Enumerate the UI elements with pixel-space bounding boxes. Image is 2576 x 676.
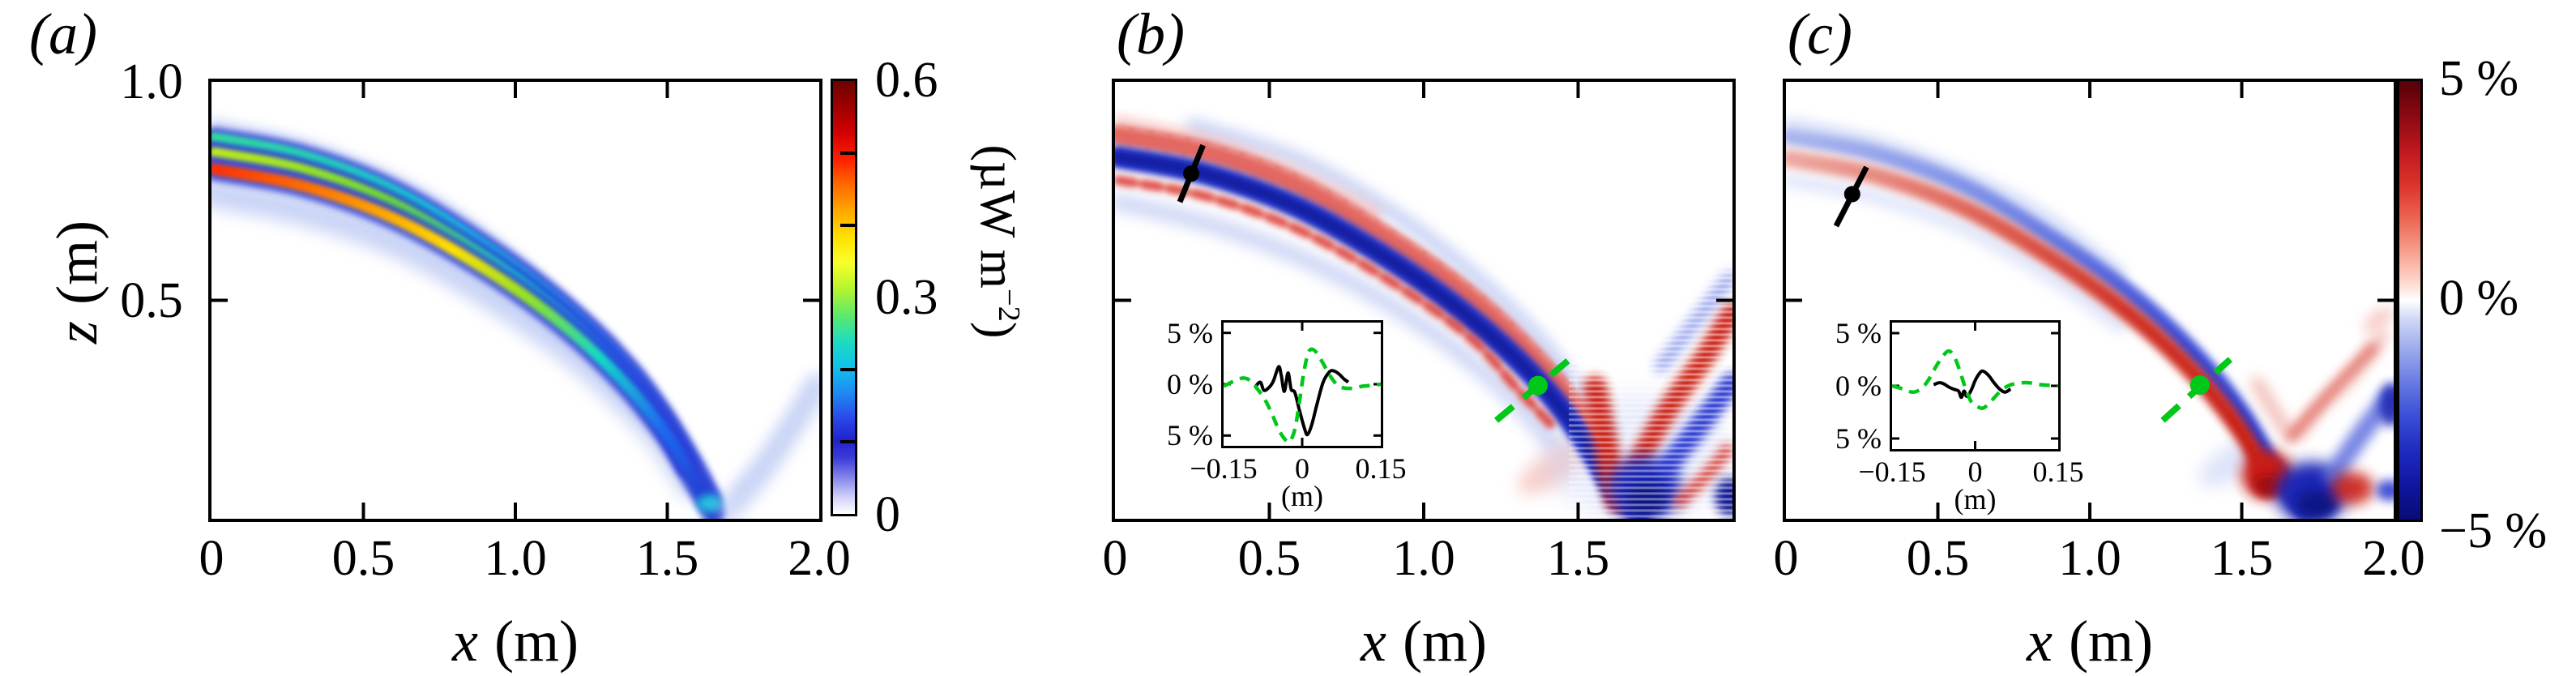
beam-band xyxy=(1673,438,1732,508)
x-tick-label: 0.5 xyxy=(1237,531,1301,586)
ripple-texture xyxy=(1569,265,1732,518)
black-cross-section-marker-dot xyxy=(1183,165,1200,182)
inset-x-tick-label: 0 xyxy=(1967,456,1983,488)
beam-blob xyxy=(1715,477,1732,516)
beam-band xyxy=(730,372,819,499)
colorbar-minor-tick xyxy=(840,368,855,372)
beam-band xyxy=(1115,125,1614,470)
beam-band xyxy=(1115,194,1561,453)
panel-b-label: (b) xyxy=(1117,2,1185,66)
x-tick-label: 0.5 xyxy=(331,531,395,586)
beam-blob xyxy=(2296,490,2336,519)
inset-y-tick-label: 0 % xyxy=(1835,370,1882,402)
beam-band xyxy=(1115,152,1645,519)
beam-band xyxy=(1115,175,1558,432)
inset-b-profiles xyxy=(1224,323,1381,446)
colorbar-tick-label: 0.6 xyxy=(875,53,938,108)
beam-band xyxy=(1185,118,1617,443)
panel-c-heatmap xyxy=(1786,82,2394,519)
x-tick-label: 1.0 xyxy=(1392,531,1455,586)
x-tick-label: 2.0 xyxy=(788,531,851,586)
green-cross-section-marker-dot xyxy=(2189,375,2210,396)
beam-band xyxy=(1654,271,1732,374)
green-cross-section-marker-dot xyxy=(1528,375,1548,396)
colorbar-minor-tick xyxy=(840,439,855,443)
x-tick-label: 0 xyxy=(1773,531,1799,586)
x-tick-label: 0.5 xyxy=(1906,531,1970,586)
x-tick-label: 1.0 xyxy=(484,531,547,586)
panel-a-plot-area xyxy=(208,79,822,522)
inset-plot-c xyxy=(1890,320,2061,451)
x-tick-label: 1.5 xyxy=(1546,531,1610,586)
panel-c-label: (c) xyxy=(1788,2,1852,66)
inset-c-profiles xyxy=(1892,323,2058,449)
beam-band xyxy=(1786,127,2313,519)
panel-c-plot-area xyxy=(1783,79,2397,522)
inset-green-dashed-profile xyxy=(1224,347,1381,444)
beam-band xyxy=(1115,115,1382,218)
panel-a-label: (a) xyxy=(29,2,97,66)
colorbar-tick-label: 0.3 xyxy=(875,270,938,325)
beam-blob xyxy=(2376,480,2394,501)
inset-x-tick-label: 0.15 xyxy=(2032,456,2084,488)
beam-band xyxy=(1786,149,2271,477)
inset-x-tick-label: −0.15 xyxy=(1858,456,1926,488)
colorbar-tick-label: 5 % xyxy=(2439,51,2519,106)
panel-b-heatmap xyxy=(1115,82,1732,519)
panel-c-x-axis-label: x (m) xyxy=(2026,609,2154,674)
x-tick-label: 1.5 xyxy=(635,531,699,586)
inset-plot-b xyxy=(1221,320,1383,448)
beam-blob xyxy=(2253,474,2283,498)
inset-y-tick-label: 5 % xyxy=(1167,316,1213,349)
y-tick-label: 0.5 xyxy=(120,272,183,328)
beam-blob xyxy=(2363,306,2394,333)
colorbar-minor-tick xyxy=(840,223,855,227)
panel-a-x-axis-label: x (m) xyxy=(451,609,579,674)
x-tick-label: 1.5 xyxy=(2210,531,2274,586)
beam-band xyxy=(2286,343,2378,442)
inset-x-unit-label: (m) xyxy=(1954,483,1997,516)
panel-a-heatmap xyxy=(211,82,819,519)
black-cross-section-marker-dot xyxy=(1843,186,1860,203)
intensity-colorbar xyxy=(831,79,857,516)
panel-b-plot-area xyxy=(1112,79,1736,522)
percent-colorbar xyxy=(2397,79,2423,522)
beam-blob xyxy=(1625,482,1668,516)
inset-green-dashed-profile xyxy=(1892,349,2058,410)
y-tick-label: 1.0 xyxy=(120,54,183,109)
beam-blob xyxy=(2379,383,2394,426)
inset-x-unit-label: (m) xyxy=(1281,480,1323,512)
panel-b-x-axis-label: x (m) xyxy=(1360,609,1488,674)
colorbar-tick-label: 0 % xyxy=(2439,271,2519,326)
colorbar-tick-label: 0 xyxy=(875,487,900,542)
x-tick-label: 2.0 xyxy=(2362,531,2425,586)
colorbar-tick-label: −5 % xyxy=(2439,503,2548,558)
inset-x-tick-label: 0 xyxy=(1295,452,1309,485)
inset-y-tick-label: 5 % xyxy=(1835,422,1882,455)
inset-y-tick-label: 5 % xyxy=(1167,419,1213,452)
inset-x-tick-label: −0.15 xyxy=(1190,452,1258,485)
inset-y-tick-label: 0 % xyxy=(1167,368,1213,400)
inset-x-tick-label: 0.15 xyxy=(1355,452,1407,485)
colorbar-minor-tick xyxy=(840,152,855,156)
beam-band xyxy=(211,163,720,519)
x-tick-label: 0 xyxy=(199,531,224,586)
x-tick-label: 1.0 xyxy=(2058,531,2121,586)
inset-black-solid-profile xyxy=(1254,365,1350,437)
panel-a-y-axis-label: z(m) xyxy=(45,220,109,344)
beam-band xyxy=(1786,118,2126,278)
x-tick-label: 0 xyxy=(1102,531,1128,586)
beam-blob xyxy=(2331,472,2374,505)
inset-y-tick-label: 5 % xyxy=(1835,317,1882,349)
beam-band xyxy=(1657,372,1732,477)
intensity-colorbar-unit-label: (µW m−2) xyxy=(970,144,1026,339)
